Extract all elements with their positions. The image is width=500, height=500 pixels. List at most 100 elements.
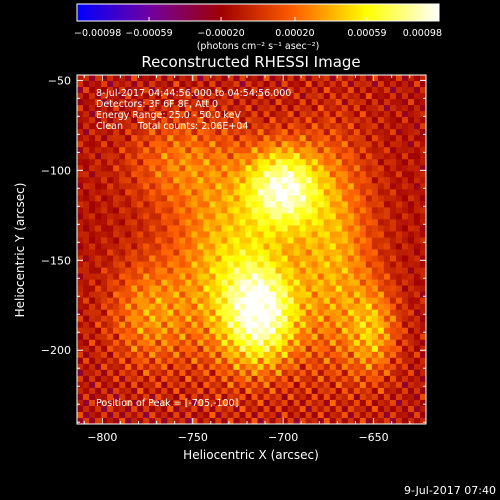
heatmap-cell — [185, 159, 192, 166]
heatmap-cell — [191, 219, 198, 227]
heatmap-cell — [215, 87, 223, 94]
heatmap-cell — [245, 285, 253, 293]
heatmap-cell — [227, 207, 235, 214]
heatmap-cell — [209, 267, 216, 275]
heatmap-cell — [233, 291, 241, 299]
heatmap-cell — [317, 177, 325, 184]
heatmap-cell — [263, 207, 271, 214]
heatmap-cell — [305, 189, 313, 196]
heatmap-cell — [335, 315, 343, 323]
heatmap-cell — [317, 267, 325, 275]
heatmap-cell — [281, 273, 289, 281]
heatmap-cell — [179, 189, 186, 196]
heatmap-cell — [305, 159, 313, 166]
heatmap-cell — [233, 405, 241, 413]
heatmap-cell — [161, 369, 168, 377]
heatmap-cell — [131, 363, 138, 371]
heatmap-cell — [179, 351, 186, 359]
heatmap-cell — [203, 309, 210, 317]
heatmap-cell — [377, 315, 385, 323]
heatmap-cell — [347, 93, 355, 100]
heatmap-cell — [419, 321, 426, 329]
heatmap-cell — [359, 279, 367, 287]
heatmap-cell — [389, 381, 397, 389]
heatmap-cell — [293, 297, 301, 305]
heatmap-cell — [407, 243, 415, 251]
heatmap-cell — [371, 153, 379, 160]
heatmap-cell — [143, 249, 150, 257]
heatmap-cell — [143, 381, 150, 389]
heatmap-cell — [89, 135, 96, 142]
heatmap-cell — [197, 405, 204, 413]
heatmap-cell — [335, 303, 343, 311]
heatmap-cell — [341, 345, 349, 353]
heatmap-cell — [383, 411, 391, 419]
heatmap-cell — [179, 87, 186, 94]
heatmap-cell — [155, 339, 162, 347]
heatmap-cell — [155, 291, 162, 299]
heatmap-cell — [125, 405, 132, 413]
heatmap-cell — [413, 165, 421, 172]
heatmap-cell — [311, 327, 319, 335]
heatmap-cell — [323, 285, 331, 293]
heatmap-cell — [137, 249, 144, 257]
heatmap-cell — [341, 375, 349, 383]
x-axis-title: Heliocentric X (arcsec) — [183, 448, 319, 462]
heatmap-cell — [155, 411, 162, 419]
heatmap-cell — [131, 267, 138, 275]
heatmap-cell — [365, 237, 373, 245]
heatmap-cell — [89, 285, 96, 293]
heatmap-cell — [365, 171, 373, 178]
heatmap-cell — [347, 279, 355, 287]
heatmap-cell — [419, 297, 426, 305]
heatmap-cell — [323, 219, 331, 227]
heatmap-cell — [395, 111, 403, 118]
heatmap-cell — [413, 357, 421, 365]
heatmap-cell — [173, 291, 180, 299]
heatmap-cell — [329, 87, 337, 94]
heatmap-cell — [419, 315, 426, 323]
heatmap-cell — [305, 303, 313, 311]
heatmap-cell — [83, 231, 90, 239]
heatmap-cell — [275, 297, 283, 305]
heatmap-cell — [173, 105, 180, 112]
heatmap-cell — [347, 363, 355, 371]
heatmap-cell — [413, 87, 421, 94]
heatmap-cell — [419, 369, 426, 377]
heatmap-cell — [215, 81, 223, 88]
heatmap-cell — [281, 189, 289, 196]
heatmap-cell — [113, 303, 120, 311]
heatmap-cell — [299, 393, 307, 401]
heatmap-cell — [293, 195, 301, 202]
heatmap-cell — [395, 315, 403, 323]
heatmap-cell — [191, 357, 198, 365]
heatmap-cell — [245, 321, 253, 329]
heatmap-cell — [83, 327, 90, 335]
heatmap-cell — [155, 123, 162, 130]
heatmap-cell — [137, 327, 144, 335]
heatmap-cell — [191, 213, 198, 221]
heatmap-cell — [191, 387, 198, 395]
heatmap-cell — [335, 357, 343, 365]
heatmap-cell — [227, 177, 235, 184]
heatmap-cell — [323, 81, 331, 88]
heatmap-cell — [203, 405, 210, 413]
heatmap-cell — [83, 333, 90, 341]
heatmap-cell — [227, 297, 235, 305]
heatmap-cell — [269, 345, 277, 353]
info-energy-range: Energy Range: 25.0 - 50.0 keV — [96, 110, 241, 121]
heatmap-cell — [317, 153, 325, 160]
heatmap-cell — [191, 99, 198, 106]
heatmap-cell — [371, 273, 379, 281]
heatmap-cell — [155, 381, 162, 389]
heatmap-cell — [263, 201, 271, 208]
heatmap-cell — [113, 369, 120, 377]
heatmap-cell — [191, 81, 198, 88]
heatmap-cell — [251, 171, 259, 178]
heatmap-cell — [95, 147, 102, 154]
heatmap-cell — [167, 123, 174, 130]
heatmap-cell — [143, 279, 150, 287]
heatmap-cell — [293, 183, 301, 190]
heatmap-cell — [251, 81, 259, 88]
heatmap-cell — [161, 381, 168, 389]
